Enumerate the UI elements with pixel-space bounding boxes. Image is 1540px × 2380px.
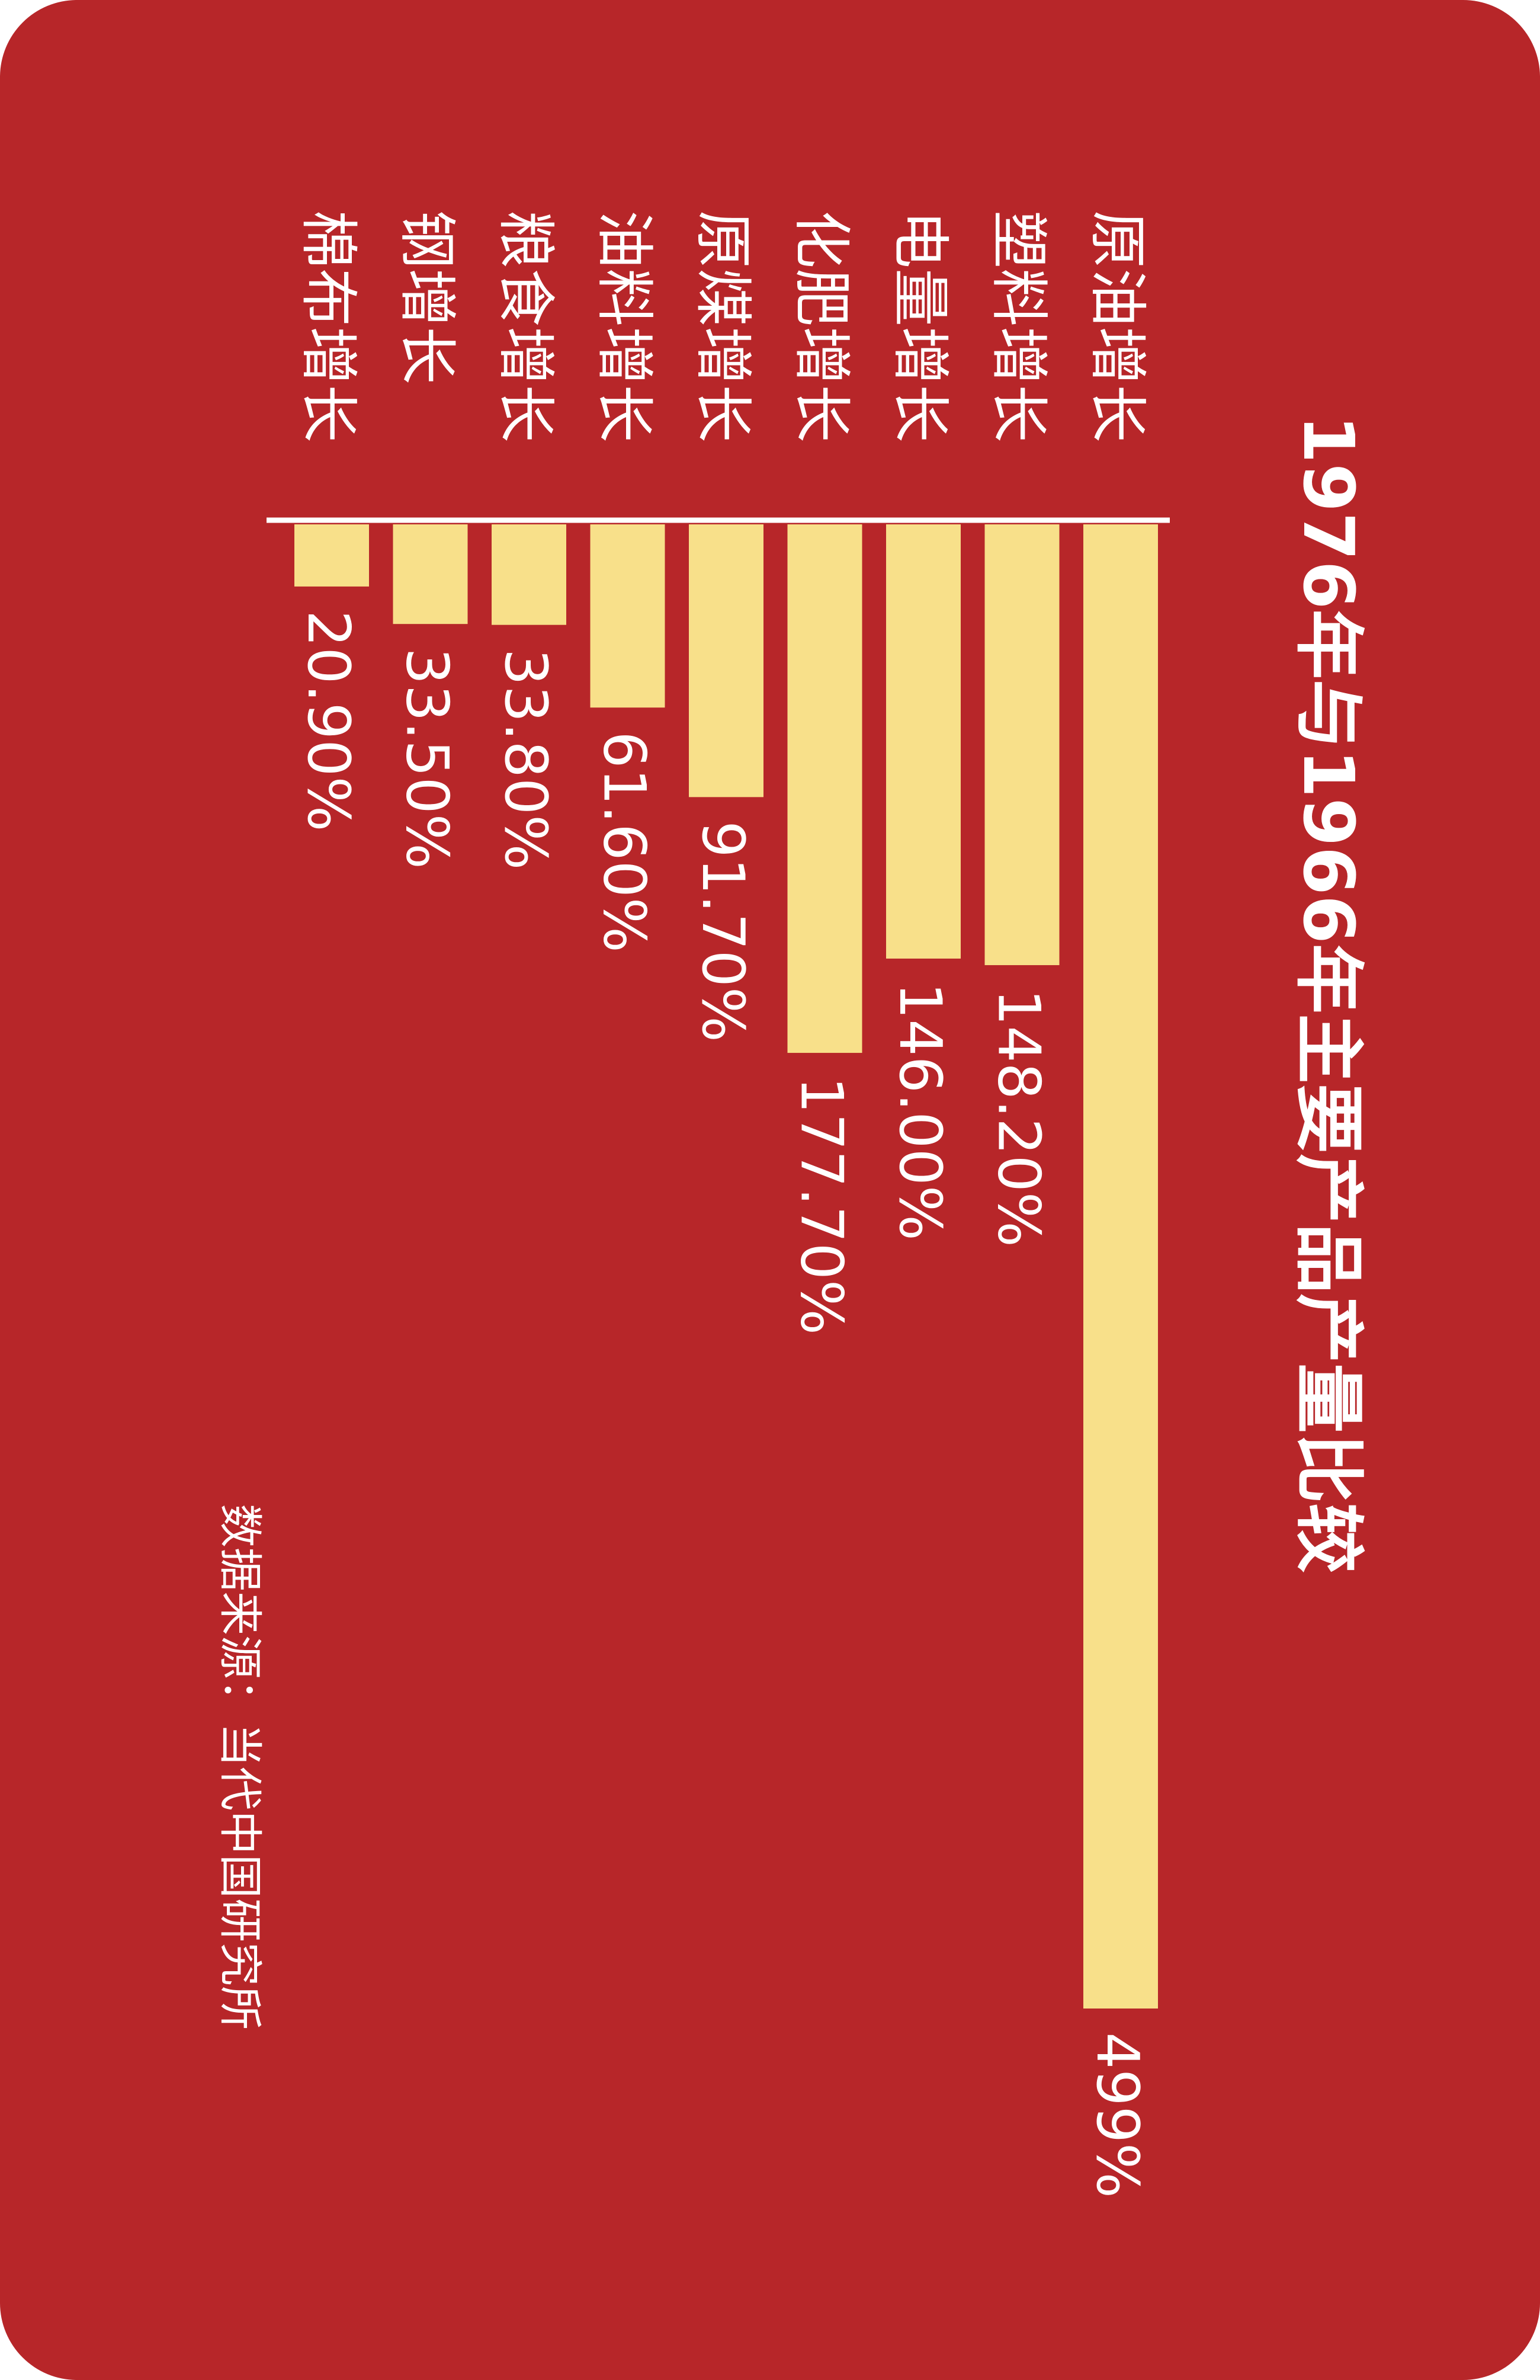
bar-8	[294, 524, 369, 587]
category-label: 塑料增长	[985, 210, 1053, 443]
category-label: 油料增长	[591, 210, 658, 443]
category-label: 棉布增长	[294, 210, 362, 443]
chart-title: 1976年与1966年主要产品产量比较	[1288, 415, 1369, 1573]
value-label: 91.70%	[689, 821, 756, 1042]
chart-marks: 原油增长 499% 塑料增长 148.20% 电量增长 146.00% 化肥增长 177.70…	[294, 210, 1158, 2198]
bar-7	[393, 524, 468, 624]
value-label: 148.20%	[985, 989, 1053, 1247]
category-label: 电量增长	[886, 210, 954, 443]
category-label: 原煤增长	[689, 210, 756, 443]
value-label: 177.70%	[788, 1077, 855, 1335]
bar-4	[689, 524, 763, 797]
value-label: 33.80%	[492, 649, 559, 870]
category-label: 钢增长	[393, 210, 461, 385]
bar-2	[886, 524, 961, 959]
category-label: 粮食增长	[492, 210, 559, 443]
category-label: 原油增长	[1083, 210, 1151, 443]
category-label: 化肥增长	[788, 210, 855, 443]
bar-0	[1083, 524, 1158, 2009]
source-note: 数据来源：当代中国研究所	[214, 1504, 265, 2030]
value-label: 20.90%	[294, 610, 362, 832]
value-label: 499%	[1083, 2032, 1151, 2198]
bar-1	[984, 524, 1060, 965]
bar-5	[590, 524, 665, 708]
value-label: 146.00%	[886, 982, 954, 1241]
value-label: 33.50%	[393, 648, 461, 869]
value-label: 61.60%	[591, 731, 658, 953]
bar-3	[787, 524, 862, 1053]
bar-6	[492, 524, 566, 625]
